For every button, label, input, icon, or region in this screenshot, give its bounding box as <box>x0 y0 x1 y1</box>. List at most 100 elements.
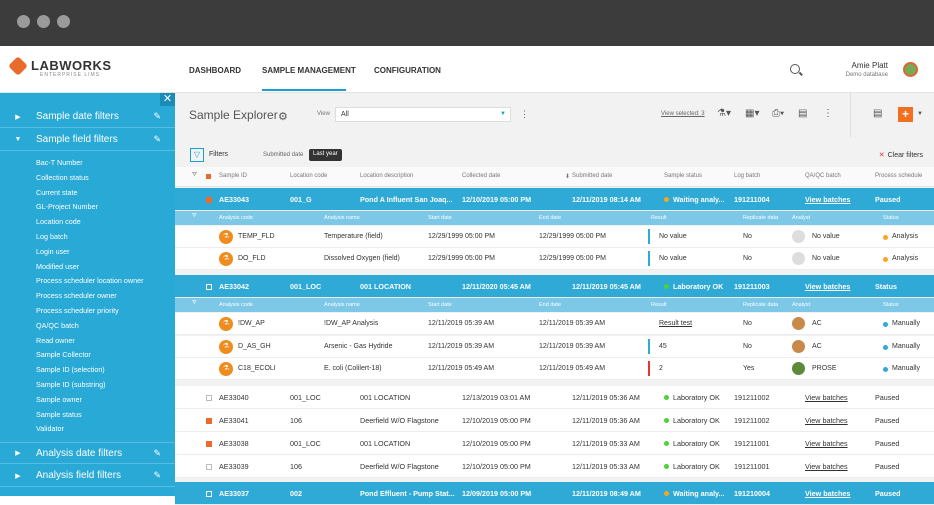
view-batches-link[interactable]: View batches <box>805 393 848 402</box>
table-row[interactable]: AE33038 001_LOC 001 LOCATION 12/10/2019 05:… <box>175 432 934 455</box>
edit-icon[interactable]: ✎ <box>153 470 161 480</box>
sidebar-field-item[interactable]: Sample status <box>36 409 82 419</box>
analysis-col[interactable]: Result <box>651 215 667 221</box>
sidebar-field-item[interactable]: Sample owner <box>36 394 82 404</box>
analysis-col[interactable]: Analysis name <box>324 215 360 221</box>
nav-configuration[interactable]: CONFIGURATION <box>374 66 441 75</box>
filter-icon[interactable]: ⛛ <box>192 172 198 178</box>
sidebar-field-item[interactable]: Location code <box>36 217 81 227</box>
analysis-col[interactable]: End date <box>539 302 562 308</box>
analysis-col[interactable]: Start date <box>428 302 452 308</box>
view-batches-link[interactable]: View batches <box>805 439 848 448</box>
filter-icon[interactable]: ▽ <box>190 148 204 162</box>
col-location-code[interactable]: Location code <box>290 173 328 179</box>
app-logo[interactable]: LABWORKS <box>8 55 112 76</box>
view-batches-link[interactable]: View batches <box>805 462 848 471</box>
analysis-col[interactable]: Analysis code <box>219 215 253 221</box>
view-batches-link[interactable]: View batches <box>805 489 851 498</box>
view-select[interactable]: All ▼ <box>335 107 511 122</box>
gear-icon[interactable]: ⚙ <box>278 111 288 123</box>
analysis-row[interactable]: ⚗ DO_FLD Dissolved Oxygen (field) 12/29/199… <box>175 248 934 270</box>
sidebar-field-item[interactable]: Process scheduler owner <box>36 291 117 301</box>
col-qaqc-batch[interactable]: QA/QC batch <box>805 173 841 179</box>
analysis-row[interactable]: ⚗ TEMP_FLD Temperature (field) 12/29/1999 0… <box>175 226 934 248</box>
sidebar-section-analysis-field[interactable]: ▶ Analysis field filters ✎ <box>0 465 175 487</box>
add-button[interactable]: + <box>898 107 913 122</box>
table-row[interactable]: AE33039 106 Deerfield W/O Flagstone 12/10/2… <box>175 455 934 478</box>
row-checkbox[interactable] <box>206 395 212 401</box>
col-process-scheduler[interactable]: Process schedule <box>875 173 923 179</box>
table-row[interactable]: AE33042 001_LOC 001 LOCATION 12/11/2020 05:… <box>175 275 934 298</box>
row-checkbox[interactable] <box>206 197 212 203</box>
sidebar-field-item[interactable]: Log batch <box>36 232 68 241</box>
col-submitted-date[interactable]: Submitted date <box>572 173 613 179</box>
more-icon[interactable]: ⋮ <box>520 109 529 119</box>
edit-icon[interactable]: ✎ <box>153 134 161 144</box>
sidebar-field-item[interactable]: Modified user <box>36 261 80 271</box>
window-minimize-dot[interactable] <box>37 15 50 28</box>
analysis-row[interactable]: ⚗ D_AS_GH Arsenic - Gas Hydride 12/11/2019 … <box>175 336 934 358</box>
filter-icon[interactable]: ⛛ <box>192 213 197 219</box>
col-location-description[interactable]: Location description <box>360 173 414 179</box>
col-log-batch[interactable]: Log batch <box>734 173 761 179</box>
sidebar-field-item[interactable]: Sample Collector <box>36 350 91 360</box>
analysis-col[interactable]: Analyst <box>792 302 811 308</box>
filter-chip[interactable]: Last year <box>309 149 342 161</box>
sidebar-field-item[interactable]: Sample ID (substring) <box>36 380 106 389</box>
sidebar-field-item[interactable]: Bac-T Number <box>36 158 83 167</box>
select-all-checkbox[interactable] <box>206 174 211 179</box>
analysis-col[interactable]: Analysis code <box>219 302 253 308</box>
sidebar-field-item[interactable]: Sample ID (selection) <box>36 365 105 375</box>
window-close-dot[interactable] <box>17 15 30 28</box>
analysis-col[interactable]: Analyst <box>792 215 811 221</box>
row-checkbox[interactable] <box>206 441 212 447</box>
analysis-col[interactable]: Status <box>883 302 899 308</box>
sidebar-field-item[interactable]: Collection status <box>36 172 89 182</box>
col-sample-id[interactable]: Sample ID <box>219 173 248 179</box>
user-info[interactable]: Amie Platt Demo database <box>846 61 888 78</box>
edit-icon[interactable]: ✎ <box>153 111 161 121</box>
print-icon[interactable]: ⎙▾ <box>772 108 785 119</box>
clear-filters-button[interactable]: ✕ Clear filters <box>878 152 923 159</box>
chevron-down-icon[interactable]: ▼ <box>917 111 923 117</box>
search-icon[interactable] <box>790 64 800 74</box>
sidebar-field-item[interactable]: Validator <box>36 424 64 434</box>
row-checkbox[interactable] <box>206 491 212 497</box>
sidebar-field-item[interactable]: GL-Project Number <box>36 202 98 212</box>
analysis-col[interactable]: Analysis name <box>324 302 360 308</box>
result-value[interactable]: Result test <box>659 320 693 327</box>
row-checkbox[interactable] <box>206 418 212 424</box>
analysis-col[interactable]: Result <box>651 302 667 308</box>
sidebar-field-item[interactable]: QA/QC batch <box>36 320 79 330</box>
table-row[interactable]: AE33037 002 Pond Effluent - Pump Stat... 12… <box>175 482 934 505</box>
notes-icon[interactable]: ▤ <box>873 108 883 119</box>
analysis-row[interactable]: ⚗ C18_ECOLI E. coli (Colilert-18) 12/11/201… <box>175 358 934 380</box>
sidebar-section-analysis-date[interactable]: ▶ Analysis date filters ✎ <box>0 442 175 464</box>
sidebar-field-item[interactable]: Process scheduler location owner <box>36 276 144 286</box>
flask-icon[interactable]: ⚗▾ <box>717 108 731 119</box>
window-maximize-dot[interactable] <box>57 15 70 28</box>
analysis-col[interactable]: Status <box>883 215 899 221</box>
row-checkbox[interactable] <box>206 284 212 290</box>
table-row[interactable]: AE33041 106 Deerfield W/O Flagstone 12/10/2… <box>175 409 934 432</box>
view-batches-link[interactable]: View batches <box>805 195 851 204</box>
view-batches-link[interactable]: View batches <box>805 416 848 425</box>
filter-icon[interactable]: ⛛ <box>192 300 197 306</box>
sidebar-field-item[interactable]: Login user <box>36 246 70 256</box>
table-row[interactable]: AE33040 001_LOC 001 LOCATION 12/13/2019 03:… <box>175 386 934 409</box>
batch-icon[interactable]: ▦▾ <box>745 108 760 119</box>
view-batches-link[interactable]: View batches <box>805 282 851 291</box>
row-checkbox[interactable] <box>206 464 212 470</box>
analysis-col[interactable]: Replicate data <box>743 302 779 308</box>
analysis-row[interactable]: ⚗ !DW_AP !DW_AP Analysis 12/11/2019 05:39 A… <box>175 313 934 335</box>
col-collected-date[interactable]: Collected date <box>462 173 501 179</box>
view-selected-link[interactable]: View selected: 3 <box>661 111 705 117</box>
table-row[interactable]: AE33043 001_G Pond A Influent San Joaq... 1… <box>175 188 934 211</box>
report-icon[interactable]: ▤ <box>798 108 808 119</box>
more-icon[interactable]: ⋮ <box>823 108 833 119</box>
sidebar-section-sample-field[interactable]: ▼ Sample field filters ✎ <box>0 129 175 151</box>
sidebar-field-item[interactable]: Read owner <box>36 335 75 345</box>
col-sample-status[interactable]: Sample status <box>664 173 703 179</box>
analysis-col[interactable]: Start date <box>428 215 452 221</box>
edit-icon[interactable]: ✎ <box>153 447 161 458</box>
